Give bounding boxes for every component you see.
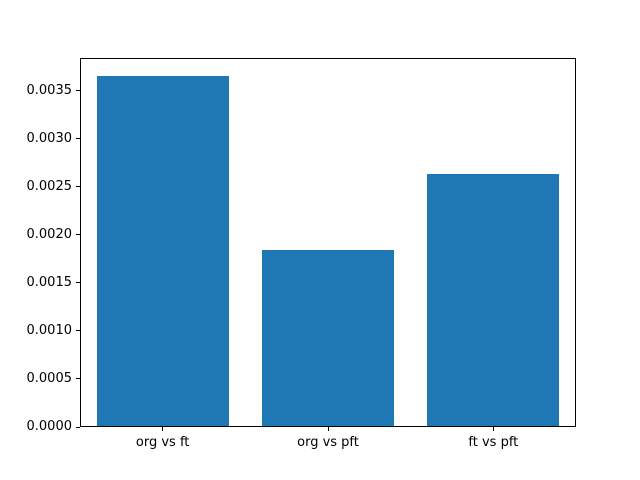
x-tick-mark <box>492 427 494 431</box>
y-tick-mark <box>76 282 80 284</box>
plot-area <box>80 58 576 427</box>
y-tick-mark <box>76 138 80 140</box>
y-tick-label: 0.0025 <box>26 178 73 194</box>
y-tick-mark <box>76 90 80 92</box>
y-tick-mark <box>76 186 80 188</box>
x-tick-mark <box>327 427 329 431</box>
y-tick-mark <box>76 378 80 380</box>
bar-org-vs-pft <box>262 250 394 426</box>
x-tick-label: ft vs pft <box>468 435 519 450</box>
x-tick-mark <box>162 427 164 431</box>
y-tick-label: 0.0035 <box>26 82 73 98</box>
x-tick-label: org vs pft <box>297 435 359 450</box>
y-tick-label: 0.0005 <box>26 370 73 386</box>
y-tick-label: 0.0000 <box>26 419 73 434</box>
x-tick-label: org vs ft <box>135 435 190 450</box>
y-tick-mark <box>76 330 80 332</box>
y-tick-label: 0.0010 <box>26 322 73 338</box>
bar-ft-vs-pft <box>426 173 559 426</box>
y-tick-label: 0.0015 <box>26 274 73 290</box>
y-tick-mark <box>76 426 80 428</box>
y-tick-mark <box>76 234 80 236</box>
bar-org-vs-ft <box>97 76 230 426</box>
y-tick-label: 0.0030 <box>26 130 73 146</box>
y-tick-label: 0.0020 <box>26 226 73 242</box>
